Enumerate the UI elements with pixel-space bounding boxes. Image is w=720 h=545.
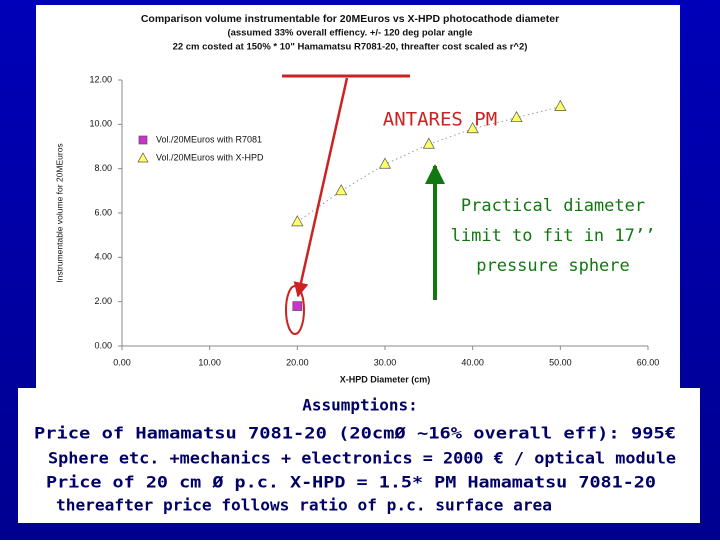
y-tick-label: 2.00 xyxy=(94,296,112,306)
point xyxy=(292,301,303,311)
annotation-ellipse xyxy=(285,285,305,335)
point xyxy=(554,99,567,111)
point xyxy=(510,110,523,123)
annotation: ANTARES PM xyxy=(383,109,497,131)
point xyxy=(422,137,435,149)
point xyxy=(291,215,304,227)
legend-marker xyxy=(138,135,148,145)
chart-subtitle: (assumed 33% overall effiency. +/- 120 d… xyxy=(227,28,472,39)
y-tick-label: 8.00 xyxy=(94,163,112,173)
annotation: pressure sphere xyxy=(476,256,630,276)
point xyxy=(466,122,479,134)
annotation: limit to fit in 17’’ xyxy=(451,226,656,246)
legend-label: Vol./20MEuros with R7081 xyxy=(156,134,262,144)
y-tick-label: 12.00 xyxy=(89,74,112,84)
limit-note: Practical diameter limit to fit in 17’’ … xyxy=(451,196,656,276)
x-axis-label: X-HPD Diameter (cm) xyxy=(340,374,431,384)
x-tick-label: 60.00 xyxy=(637,357,660,367)
x-tick-label: 20.00 xyxy=(286,357,309,367)
annotation: Practical diameter xyxy=(461,196,645,216)
annotation-arrow xyxy=(293,77,349,298)
point xyxy=(335,184,348,196)
notes: Assumptions: Price of Hamamatsu 7081-20 … xyxy=(34,396,676,515)
chart-subtitle: 22 cm costed at 150% * 10" Hamamatsu R70… xyxy=(173,42,528,53)
legend-marker xyxy=(137,152,149,163)
y-axis-label: Instrumentable volume for 20MEuros xyxy=(54,143,64,282)
point xyxy=(378,157,392,169)
x-tick-label: 10.00 xyxy=(198,357,221,367)
note-line: thereafter price follows ratio of p.c. s… xyxy=(56,496,552,515)
legend-label: Vol./20MEuros with X-HPD xyxy=(156,152,264,162)
notes-heading: Assumptions: xyxy=(302,396,418,415)
chart-panel xyxy=(36,5,680,389)
y-tick-label: 10.00 xyxy=(89,119,112,129)
y-tick-label: 6.00 xyxy=(94,207,112,217)
chart-title: Comparison volume instrumentable for 20M… xyxy=(141,13,559,25)
x-tick-label: 30.00 xyxy=(374,357,397,367)
y-tick-label: 0.00 xyxy=(94,340,112,350)
notes-panel xyxy=(18,388,700,523)
note-line: Price of Hamamatsu 7081-20 (20cmØ ~16% o… xyxy=(34,424,676,443)
x-tick-label: 0.00 xyxy=(113,357,131,367)
x-tick-label: 50.00 xyxy=(549,357,572,367)
x-tick-label: 40.00 xyxy=(461,357,484,367)
note-line: Price of 20 cm Ø p.c. X-HPD = 1.5* PM Ha… xyxy=(46,473,656,492)
note-line: Sphere etc. +mechanics + electronics = 2… xyxy=(48,449,676,468)
y-tick-label: 4.00 xyxy=(94,252,112,262)
